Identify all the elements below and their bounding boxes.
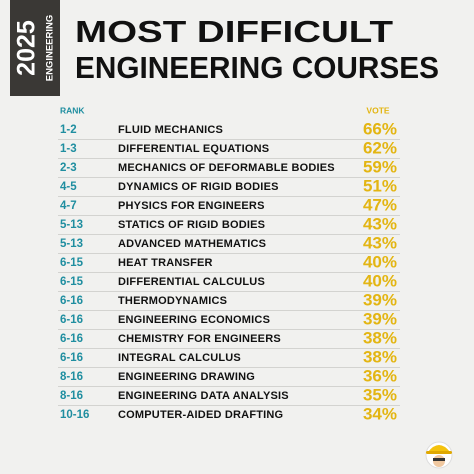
mascot-icon: [425, 441, 453, 469]
course-name: DIFFERENTIAL EQUATIONS: [118, 143, 269, 155]
year: 2025: [13, 20, 41, 76]
vote: 59%: [363, 157, 397, 176]
course-name: ENGINEERING DRAWING: [118, 371, 255, 383]
course-name: DYNAMICS OF RIGID BODIES: [118, 181, 279, 193]
vote: 36%: [363, 366, 397, 385]
course-name: ADVANCED MATHEMATICS: [118, 238, 266, 250]
rank: 5-13: [60, 238, 83, 250]
vote: 39%: [363, 290, 397, 309]
vote: 39%: [363, 309, 397, 328]
course-name: PHYSICS FOR ENGINEERS: [118, 200, 265, 212]
course-name: STATICS OF RIGID BODIES: [118, 219, 265, 231]
course-name: COMPUTER-AIDED DRAFTING: [118, 409, 283, 421]
vote: 38%: [363, 328, 397, 347]
vote: 40%: [363, 252, 397, 271]
year-banner: [10, 0, 60, 96]
title-line: MOST DIFFICULT: [75, 14, 393, 49]
rank: 4-5: [60, 181, 77, 193]
rank: 6-15: [60, 276, 84, 288]
rank: 5-13: [60, 219, 83, 231]
rank: 8-16: [60, 371, 83, 383]
vote: 34%: [363, 404, 397, 423]
rank: 10-16: [60, 409, 89, 421]
vote: 66%: [363, 119, 397, 138]
course-name: MECHANICS OF DEFORMABLE BODIES: [118, 162, 335, 174]
vote: 47%: [363, 195, 397, 214]
rank: 6-16: [60, 314, 83, 326]
title-line: ENGINEERING COURSES: [75, 50, 439, 85]
rank: 8-16: [60, 390, 83, 402]
course-name: INTEGRAL CALCULUS: [118, 352, 241, 364]
course-name: THERMODYNAMICS: [118, 295, 227, 307]
rank: 6-15: [60, 257, 84, 269]
course-name: DIFFERENTIAL CALCULUS: [118, 276, 265, 288]
rank: 1-3: [60, 143, 77, 155]
rank: 1-2: [60, 124, 77, 136]
rank: 6-16: [60, 352, 83, 364]
rank: 4-7: [60, 200, 77, 212]
course-name: FLUID MECHANICS: [118, 124, 223, 136]
vote: 62%: [363, 138, 397, 157]
column-header: RANK: [60, 105, 85, 115]
vote: 51%: [363, 176, 397, 195]
vote: 38%: [363, 347, 397, 366]
course-name: CHEMISTRY FOR ENGINEERS: [118, 333, 281, 345]
course-name: ENGINEERING DATA ANALYSIS: [118, 390, 289, 402]
banner-tag: ENGINEERING: [45, 15, 56, 82]
vote: 40%: [363, 271, 397, 290]
vote: 43%: [363, 233, 397, 252]
column-header: VOTE: [366, 105, 389, 115]
vote: 43%: [363, 214, 397, 233]
rank: 6-16: [60, 333, 83, 345]
course-name: HEAT TRANSFER: [118, 257, 213, 269]
vote: 35%: [363, 385, 397, 404]
course-name: ENGINEERING ECONOMICS: [118, 314, 270, 326]
table-body: 1-2 FLUID MECHANICS 66% 1-3 DIFFERENTIAL EQU…: [58, 119, 400, 423]
rank: 2-3: [60, 162, 77, 174]
rank: 6-16: [60, 295, 83, 307]
